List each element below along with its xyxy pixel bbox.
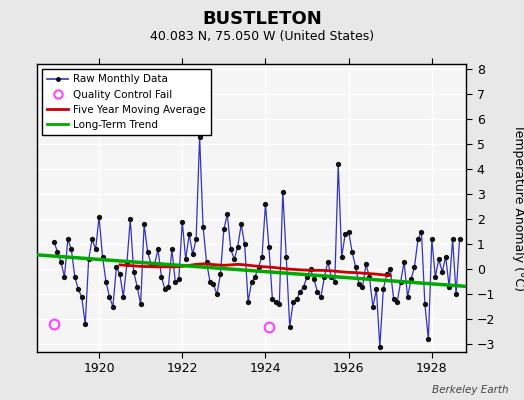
Text: BUSTLETON: BUSTLETON xyxy=(202,10,322,28)
Text: Berkeley Earth: Berkeley Earth xyxy=(432,385,508,395)
Legend: Raw Monthly Data, Quality Control Fail, Five Year Moving Average, Long-Term Tren: Raw Monthly Data, Quality Control Fail, … xyxy=(42,69,211,135)
Text: 40.083 N, 75.050 W (United States): 40.083 N, 75.050 W (United States) xyxy=(150,30,374,43)
Y-axis label: Temperature Anomaly (°C): Temperature Anomaly (°C) xyxy=(512,124,524,292)
